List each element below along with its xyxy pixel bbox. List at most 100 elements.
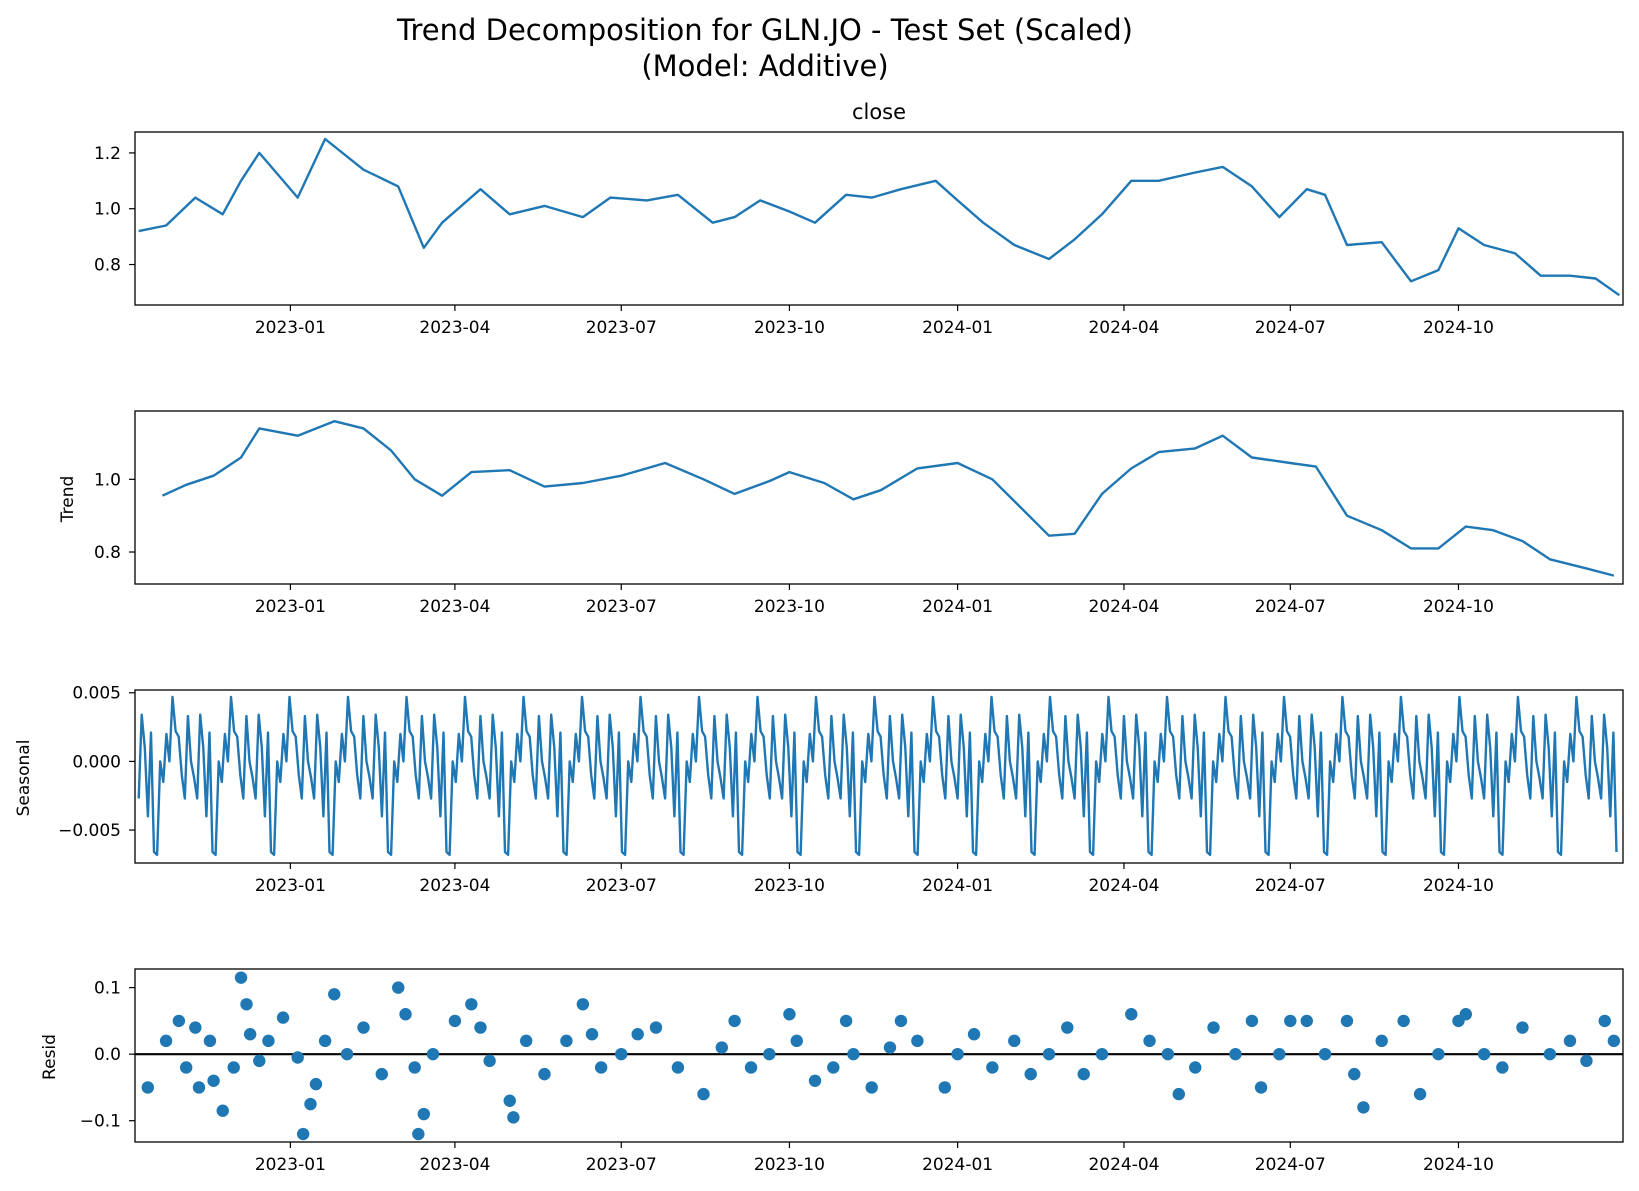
resid-point — [1348, 1067, 1361, 1081]
resid-point — [1229, 1047, 1242, 1061]
panel-trend: Trend 0.8 1.0 2023-01 2023-04 2023-07 2023-10… — [58, 410, 1624, 617]
close-xtick-label: 2024-01 — [922, 318, 993, 338]
seasonal-plot-area — [137, 695, 1618, 856]
resid-point — [808, 1074, 822, 1087]
seasonal-xtick-label: 2024-07 — [1255, 876, 1326, 896]
resid-point — [340, 1047, 354, 1061]
resid-axes-frame — [134, 968, 1624, 1143]
resid-point — [465, 998, 478, 1011]
resid-point — [1598, 1014, 1611, 1028]
resid-point — [172, 1014, 186, 1028]
resid-point — [1189, 1061, 1202, 1074]
resid-point — [1254, 1081, 1268, 1094]
resid-point — [318, 1034, 332, 1048]
resid-point — [847, 1047, 860, 1061]
resid-point — [1340, 1014, 1354, 1028]
resid-point — [483, 1054, 496, 1068]
panel-close: close 0.8 1.0 1.2 2023-01 2023-04 2023-07 2023… — [94, 100, 1624, 338]
resid-point — [827, 1061, 840, 1074]
resid-point — [399, 1008, 412, 1021]
trend-xtick-label: 2024-04 — [1088, 597, 1159, 617]
resid-point — [234, 971, 248, 984]
resid-plot-area — [141, 971, 1621, 1141]
resid-point — [1516, 1021, 1529, 1034]
resid-point — [1375, 1034, 1388, 1048]
resid-point — [417, 1107, 431, 1121]
resid-point — [1357, 1101, 1370, 1114]
resid-point — [951, 1047, 964, 1061]
resid-xtick-label: 2024-04 — [1088, 1155, 1159, 1175]
trend-xtick-label: 2023-07 — [586, 597, 657, 617]
figure-title: Trend Decomposition for GLN.JO - Test Se… — [396, 13, 1133, 47]
panel-resid-ylabel: Resid — [40, 1034, 60, 1080]
resid-point — [1143, 1034, 1156, 1048]
resid-point — [408, 1061, 421, 1074]
close-xtick-label: 2024-04 — [1088, 318, 1159, 338]
resid-point — [894, 1014, 908, 1028]
resid-point — [783, 1008, 796, 1021]
resid-point — [1318, 1047, 1332, 1061]
seasonal-series-line — [137, 695, 1618, 856]
resid-point — [986, 1061, 999, 1074]
resid-point — [243, 1028, 257, 1041]
seasonal-ytick-label: 0.000 — [72, 752, 121, 772]
resid-xtick-label: 2023-10 — [754, 1155, 825, 1175]
resid-point — [728, 1014, 741, 1028]
resid-point — [1300, 1014, 1313, 1028]
resid-point — [474, 1021, 487, 1034]
resid-point — [1459, 1008, 1472, 1021]
close-xtick-label: 2023-07 — [586, 318, 657, 338]
resid-xtick-label: 2024-01 — [922, 1155, 993, 1175]
resid-point — [1496, 1061, 1509, 1074]
seasonal-xtick-label: 2024-01 — [922, 876, 993, 896]
resid-xtick-label: 2024-07 — [1255, 1155, 1326, 1175]
resid-point — [649, 1021, 663, 1034]
resid-xtick-label: 2024-10 — [1423, 1155, 1494, 1175]
trend-ytick-label: 1.0 — [94, 470, 121, 490]
trend-xtick-label: 2023-04 — [419, 597, 490, 617]
resid-point — [253, 1054, 266, 1068]
resid-point — [1172, 1087, 1185, 1101]
close-ytick-label: 0.8 — [94, 256, 121, 276]
seasonal-xtick-label: 2024-10 — [1423, 876, 1494, 896]
resid-point — [426, 1047, 440, 1061]
resid-point — [671, 1061, 685, 1074]
resid-xtick-label: 2023-01 — [255, 1155, 326, 1175]
resid-point — [357, 1021, 370, 1034]
resid-point — [576, 998, 590, 1011]
seasonal-ytick-label: 0.005 — [72, 684, 121, 704]
resid-point — [1477, 1047, 1491, 1061]
resid-point — [192, 1081, 206, 1094]
close-xtick-label: 2024-07 — [1255, 318, 1326, 338]
resid-point — [585, 1028, 599, 1041]
resid-point — [1413, 1087, 1427, 1101]
seasonal-xtick-label: 2023-04 — [419, 876, 490, 896]
seasonal-xtick-label: 2024-04 — [1088, 876, 1159, 896]
trend-plot-area — [161, 420, 1615, 577]
resid-ytick-label: −0.1 — [80, 1112, 121, 1132]
close-ytick-label: 1.0 — [94, 200, 121, 220]
seasonal-xtick-label: 2023-01 — [255, 876, 326, 896]
resid-ytick-label: 0.1 — [94, 979, 121, 999]
resid-point — [967, 1028, 981, 1041]
resid-point — [790, 1034, 803, 1048]
resid-point — [291, 1051, 304, 1064]
resid-point — [631, 1028, 644, 1041]
resid-point — [938, 1081, 952, 1094]
resid-point — [203, 1034, 217, 1048]
close-xtick-label: 2023-10 — [754, 318, 825, 338]
trend-xtick-label: 2023-01 — [255, 597, 326, 617]
resid-point — [1284, 1014, 1297, 1028]
resid-point — [216, 1104, 229, 1117]
resid-point — [1008, 1034, 1021, 1048]
panel-resid: Resid 0.1 0.0 −0.1 2023-01 2023-04 2023-07 202… — [40, 968, 1624, 1175]
resid-point — [1125, 1008, 1138, 1021]
trend-xtick-label: 2024-07 — [1255, 597, 1326, 617]
resid-point — [375, 1067, 388, 1081]
close-axes-frame — [134, 131, 1624, 306]
resid-point — [1207, 1021, 1220, 1034]
seasonal-xtick-label: 2023-07 — [586, 876, 657, 896]
panel-seasonal-ylabel: Seasonal — [14, 740, 34, 817]
resid-point — [865, 1081, 878, 1094]
